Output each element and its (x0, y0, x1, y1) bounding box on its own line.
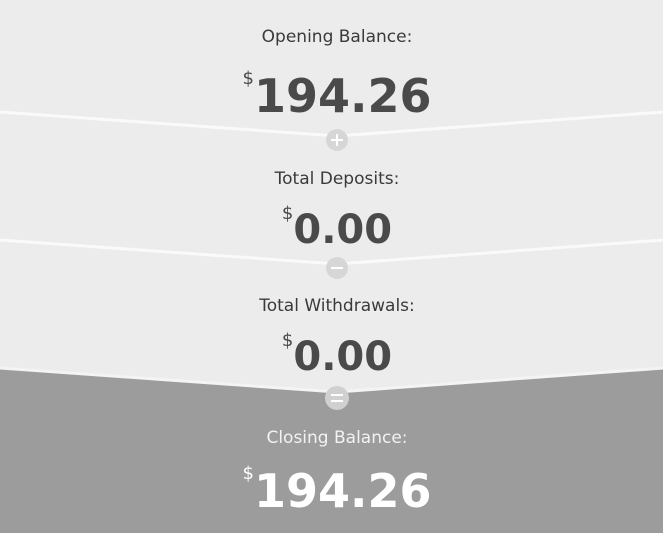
amount-value: 0.00 (293, 334, 392, 380)
section-label: Closing Balance: (266, 428, 407, 448)
equals-icon (325, 386, 349, 410)
currency: $ (243, 68, 254, 89)
amount: $0.00 (282, 203, 392, 253)
currency: $ (282, 203, 293, 224)
amount: $194.26 (243, 463, 432, 518)
currency: $ (243, 463, 254, 484)
closing-panel (0, 368, 663, 533)
amount-value: 194.26 (254, 69, 432, 123)
section-label: Total Deposits: (274, 169, 400, 189)
plus-icon (326, 129, 348, 151)
amount-value: 194.26 (254, 464, 432, 518)
section-label: Total Withdrawals: (258, 296, 415, 316)
amount: $194.26 (243, 68, 432, 123)
amount: $0.00 (282, 330, 392, 380)
amount-value: 0.00 (293, 207, 392, 253)
minus-icon (326, 257, 348, 279)
section-label: Opening Balance: (262, 27, 413, 47)
currency: $ (282, 330, 293, 351)
